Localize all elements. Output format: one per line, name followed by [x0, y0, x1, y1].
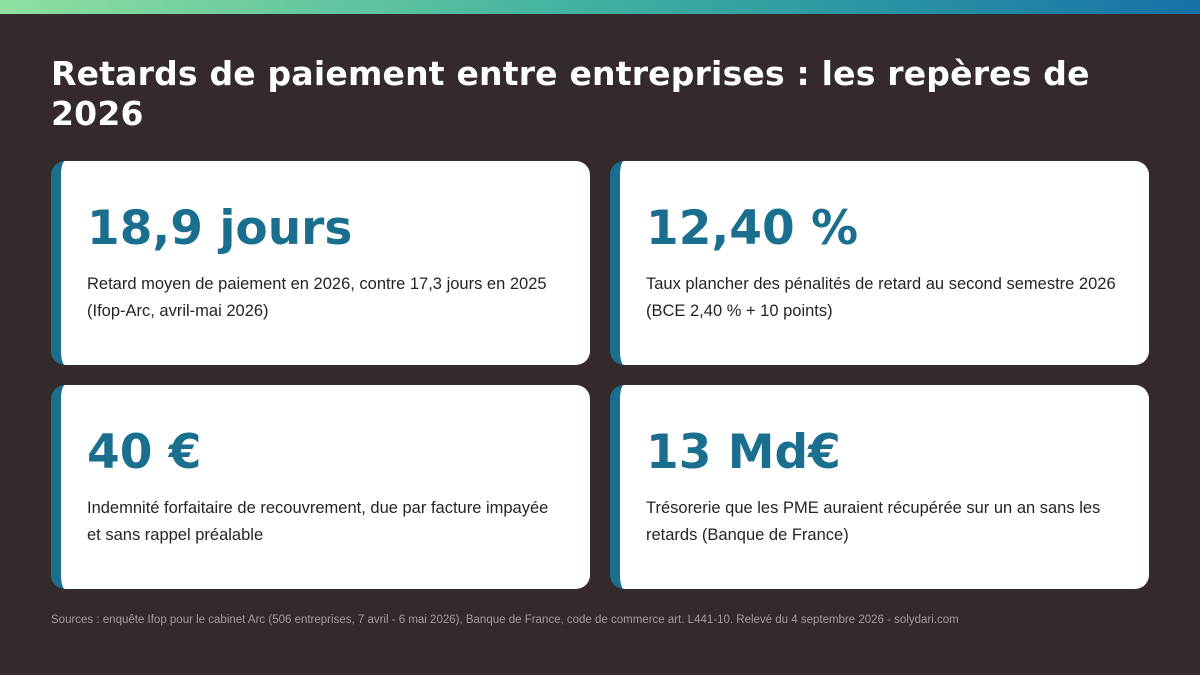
- stat-card-penalty-rate: 12,40 % Taux plancher des pénalités de r…: [610, 161, 1149, 365]
- stat-value: 13 Md€: [646, 425, 841, 480]
- stat-value: 18,9 jours: [87, 201, 353, 256]
- stats-grid: 18,9 jours Retard moyen de paiement en 2…: [51, 161, 1149, 589]
- stat-description: Taux plancher des pénalités de retard au…: [646, 275, 1116, 320]
- stat-description: Trésorerie que les PME auraient récupéré…: [646, 499, 1101, 544]
- stat-card-recovery-fee: 40 € Indemnité forfaitaire de recouvreme…: [51, 385, 590, 589]
- sources-footnote: Sources : enquête Ifop pour le cabinet A…: [51, 614, 959, 626]
- stat-card-average-delay: 18,9 jours Retard moyen de paiement en 2…: [51, 161, 590, 365]
- stat-card-treasury: 13 Md€ Trésorerie que les PME auraient r…: [610, 385, 1149, 589]
- stat-description: Retard moyen de paiement en 2026, contre…: [87, 275, 547, 320]
- stat-value: 40 €: [87, 425, 202, 480]
- page-title: Retards de paiement entre entreprises : …: [51, 54, 1090, 133]
- top-gradient-bar: [0, 0, 1200, 14]
- stat-description: Indemnité forfaitaire de recouvrement, d…: [87, 499, 549, 544]
- stat-value: 12,40 %: [646, 201, 859, 256]
